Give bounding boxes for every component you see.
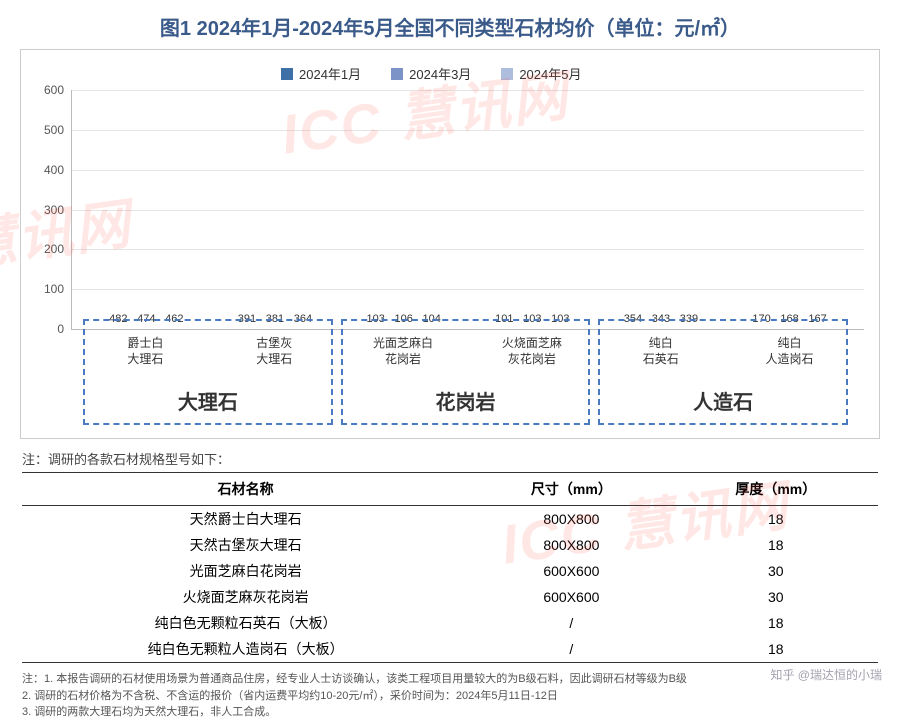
bar-value-label: 167	[808, 313, 826, 325]
legend-item: 2024年1月	[281, 64, 361, 83]
table-cell: 800X800	[469, 532, 673, 558]
bar-value-label: 101	[495, 313, 513, 325]
bar-value-label: 381	[266, 313, 284, 325]
bar-value-label: 354	[624, 313, 642, 325]
legend-item: 2024年3月	[391, 64, 471, 83]
y-tick: 300	[32, 203, 64, 217]
gridline	[72, 130, 864, 131]
bar-value-label: 482	[109, 313, 127, 325]
legend: 2024年1月 2024年3月 2024年5月	[281, 64, 581, 83]
table-cell: /	[469, 610, 673, 636]
bar-value-label: 103	[551, 313, 569, 325]
gridline	[72, 210, 864, 211]
table-row: 光面芝麻白花岗岩600X60030	[22, 558, 878, 584]
gridline	[72, 249, 864, 250]
table-cell: 天然爵士白大理石	[22, 506, 469, 533]
footnotes: 注：1. 本报告调研的石材使用场景为普通商品住房，经专业人士访谈确认，该类工程项…	[22, 671, 878, 721]
table-col-header: 厚度（mm）	[674, 473, 878, 506]
legend-label: 2024年1月	[299, 64, 361, 83]
table-cell: 18	[674, 506, 878, 533]
legend-swatch	[281, 68, 293, 80]
gridline	[72, 289, 864, 290]
gridline	[72, 170, 864, 171]
x-label: 火烧面芝麻灰花岗岩	[487, 336, 577, 367]
table-cell: 纯白色无颗粒人造岗石（大板）	[22, 636, 469, 663]
chart-title: 图1 2024年1月-2024年5月全国不同类型石材均价（单位：元/㎡）	[0, 0, 900, 49]
y-tick: 500	[32, 123, 64, 137]
table-intro: 注：调研的各款石材规格型号如下：	[22, 449, 878, 468]
attribution-text: 知乎 @瑞达恒的小瑞	[770, 666, 882, 683]
table-cell: 600X600	[469, 558, 673, 584]
x-label: 古堡灰大理石	[229, 336, 319, 367]
table-cell: 火烧面芝麻灰花岗岩	[22, 584, 469, 610]
table-row: 纯白色无颗粒石英石（大板）/18	[22, 610, 878, 636]
legend-swatch	[501, 68, 513, 80]
bar-value-label: 104	[422, 313, 440, 325]
x-label: 爵士白大理石	[100, 336, 190, 367]
table-col-header: 尺寸（mm）	[469, 473, 673, 506]
x-label: 光面芝麻白花岗岩	[358, 336, 448, 367]
y-tick: 0	[32, 322, 64, 336]
table-header-row: 石材名称尺寸（mm）厚度（mm）	[22, 473, 878, 506]
plot-area: 482 474 462 391 381 364 103 106 104 101 103 103 354 3…	[71, 90, 864, 330]
table-cell: 18	[674, 636, 878, 663]
super-category-boxes: 大理石花岗岩人造石	[71, 373, 864, 433]
bar-value-label: 343	[652, 313, 670, 325]
table-cell: 30	[674, 558, 878, 584]
bar-value-label: 168	[780, 313, 798, 325]
bar-value-label: 103	[523, 313, 541, 325]
table-row: 纯白色无颗粒人造岗石（大板）/18	[22, 636, 878, 663]
table-row: 天然古堡灰大理石800X80018	[22, 532, 878, 558]
table-cell: 18	[674, 532, 878, 558]
table-body: 天然爵士白大理石800X80018天然古堡灰大理石800X80018光面芝麻白花…	[22, 506, 878, 663]
legend-swatch	[391, 68, 403, 80]
y-tick: 400	[32, 163, 64, 177]
table-cell: 30	[674, 584, 878, 610]
x-axis-labels: 爵士白大理石 古堡灰大理石 光面芝麻白花岗岩 火烧面芝麻灰花岗岩 纯白石英石 纯白人造岗石	[71, 330, 864, 367]
y-tick: 100	[32, 282, 64, 296]
bar-value-label: 339	[680, 313, 698, 325]
legend-label: 2024年5月	[519, 64, 581, 83]
x-label: 纯白人造岗石	[745, 336, 835, 367]
bar-value-label: 364	[294, 313, 312, 325]
legend-item: 2024年5月	[501, 64, 581, 83]
y-tick: 200	[32, 242, 64, 256]
y-tick: 600	[32, 83, 64, 97]
table-cell: 800X800	[469, 506, 673, 533]
table-cell: 600X600	[469, 584, 673, 610]
table-row: 天然爵士白大理石800X80018	[22, 506, 878, 533]
bar-value-label: 474	[137, 313, 155, 325]
gridline	[72, 90, 864, 91]
table-col-header: 石材名称	[22, 473, 469, 506]
bar-value-label: 103	[366, 313, 384, 325]
table-cell: 光面芝麻白花岗岩	[22, 558, 469, 584]
legend-label: 2024年3月	[409, 64, 471, 83]
footnote-line: 注：1. 本报告调研的石材使用场景为普通商品住房，经专业人士访谈确认，该类工程项…	[22, 671, 878, 688]
chart-frame: 2024年1月 2024年3月 2024年5月 482 474 462 391 381 364…	[20, 49, 880, 439]
table-cell: 纯白色无颗粒石英石（大板）	[22, 610, 469, 636]
footnote-line: 2. 调研的石材价格为不含税、不含运的报价（省内运费平均约10-20元/㎡），采…	[22, 688, 878, 705]
spec-table: 石材名称尺寸（mm）厚度（mm） 天然爵士白大理石800X80018天然古堡灰大…	[22, 472, 878, 663]
bar-value-label: 391	[238, 313, 256, 325]
table-cell: 天然古堡灰大理石	[22, 532, 469, 558]
bar-value-label: 106	[394, 313, 412, 325]
x-label: 纯白石英石	[616, 336, 706, 367]
bar-value-label: 170	[752, 313, 770, 325]
footnote-line: 3. 调研的两款大理石均为天然大理石，非人工合成。	[22, 704, 878, 721]
bar-value-label: 462	[165, 313, 183, 325]
table-row: 火烧面芝麻灰花岗岩600X60030	[22, 584, 878, 610]
table-cell: /	[469, 636, 673, 663]
table-cell: 18	[674, 610, 878, 636]
